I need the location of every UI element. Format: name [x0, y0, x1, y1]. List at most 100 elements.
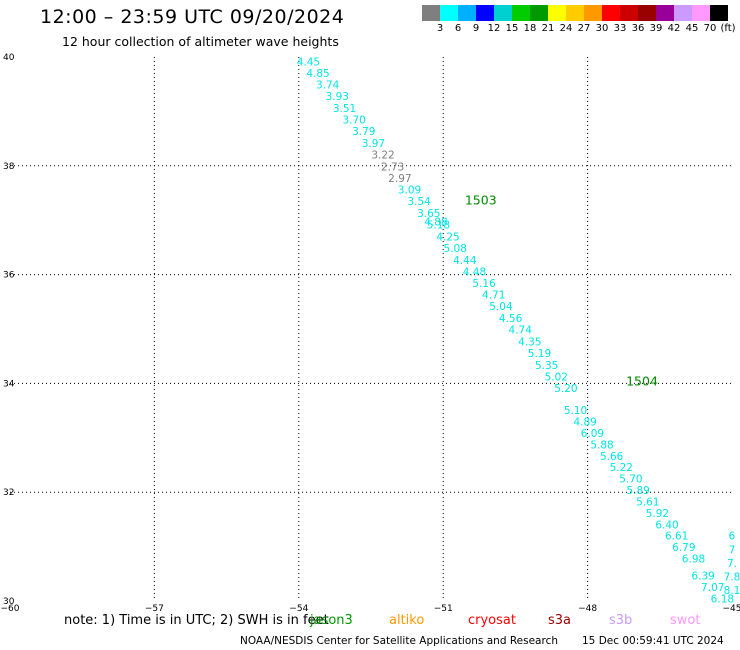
wave-height-label: 5.04: [489, 301, 513, 313]
wave-height-label: 6.79: [672, 542, 695, 554]
color-swatch: [548, 5, 566, 21]
wave-height-label: 6.40: [655, 519, 678, 531]
wave-height-label: 6.39: [691, 570, 714, 582]
color-swatch: [584, 5, 602, 21]
wave-height-label: 4.74: [509, 325, 533, 337]
wave-height-label: 5.66: [600, 451, 624, 463]
color-scale-tick: 18: [523, 23, 537, 34]
wave-height-label: 5.89: [626, 485, 649, 497]
wave-height-label: 6.18: [711, 593, 734, 605]
wave-height-label: 7.8: [724, 572, 740, 584]
wave-height-label: 6.98: [682, 554, 705, 566]
color-swatch: [692, 5, 710, 21]
time-label: 1504: [626, 374, 658, 389]
time-label: 1503: [465, 193, 497, 208]
color-scale-tick: 30: [595, 23, 609, 34]
wave-height-label: 5.20: [554, 383, 577, 395]
wave-height-label: 3.74: [316, 80, 340, 92]
wave-height-label: 2.73: [381, 161, 404, 173]
wave-height-label: 4.56: [499, 313, 523, 325]
wave-height-label: 5.88: [590, 439, 613, 451]
color-scale-tick: 15: [505, 23, 519, 34]
wave-height-label: 3.70: [342, 115, 365, 127]
footer-credit: NOAA/NESDIS Center for Satellite Applica…: [240, 635, 558, 647]
wave-height-labels: 4.454.853.743.933.513.703.793.973.222.73…: [297, 56, 740, 605]
wave-height-label: 5.22: [610, 462, 633, 474]
color-scale-tick: 42: [667, 23, 681, 34]
x-tick-label: −45: [723, 604, 740, 614]
wave-height-label: 3.79: [352, 126, 375, 138]
wave-height-label: 4.71: [482, 290, 505, 302]
color-swatch: [638, 5, 656, 21]
wave-height-label: 4.45: [297, 56, 320, 68]
color-scale-tick: 27: [577, 23, 591, 34]
wave-height-label: 3.65: [417, 208, 440, 220]
wave-height-label: 7.: [727, 558, 737, 570]
color-swatch: [620, 5, 638, 21]
wave-height-label: 5.08: [444, 243, 467, 255]
wave-height-label: 5.02: [545, 371, 568, 383]
wave-height-label: 5.16: [472, 278, 496, 290]
color-swatch: [512, 5, 530, 21]
x-tick-label: −48: [578, 604, 597, 614]
color-swatch: [440, 5, 458, 21]
wave-height-label: 4.89: [573, 416, 596, 428]
y-tick-label: 34: [3, 379, 15, 389]
x-tick-label: −54: [289, 604, 308, 614]
color-swatch: [530, 5, 548, 21]
color-swatch: [674, 5, 692, 21]
x-tick-label: −57: [145, 604, 164, 614]
y-tick-label: 30: [3, 597, 15, 607]
color-swatch: [476, 5, 494, 21]
color-scale-tick: 6: [454, 23, 462, 34]
y-tick-label: 36: [3, 271, 15, 281]
axis-ticks: −60 −57 −54 −51 −48 −45 30 32 34 36 38 40: [1, 53, 740, 614]
wave-height-label: 3.93: [326, 91, 349, 103]
y-tick-label: 40: [3, 53, 15, 63]
color-scale-tick: 3: [436, 23, 444, 34]
color-scale-tick: 45: [685, 23, 699, 34]
wave-height-label: 8.1: [724, 585, 740, 597]
time-labels: 1503150415051506: [465, 193, 658, 389]
legend-item-s3b: s3b: [609, 613, 633, 628]
color-scale-tick: 21: [541, 23, 555, 34]
wave-height-label: 5.61: [636, 496, 659, 508]
wave-height-label: 5.70: [619, 474, 642, 486]
wave-height-label: 6.09: [581, 428, 604, 440]
units-note: note: 1) Time is in UTC; 2) SWH is in fe…: [64, 613, 329, 628]
x-tick-label: −51: [434, 604, 453, 614]
wave-height-label: 5.10: [564, 405, 587, 417]
wave-height-label: 7.07: [701, 582, 724, 594]
color-scale-tick: 70: [703, 23, 717, 34]
legend-item-swot: swot: [670, 613, 701, 628]
color-swatch: [458, 5, 476, 21]
page-title: 12:00 – 23:59 UTC 09/20/2024: [40, 6, 345, 28]
x-tick-label: −60: [1, 604, 20, 614]
grid-layer: [10, 57, 732, 601]
wave-height-label: 5.35: [535, 360, 558, 372]
wave-height-label: 4.48: [463, 266, 486, 278]
color-scale-tick: 12: [487, 23, 501, 34]
color-scale-tick: 9: [472, 23, 480, 34]
wave-height-label: 4.88: [424, 216, 447, 228]
page-subtitle: 12 hour collection of altimeter wave hei…: [62, 34, 339, 49]
wave-height-label: 6.61: [665, 531, 688, 543]
color-swatch: [656, 5, 674, 21]
color-swatch: [422, 5, 440, 21]
wave-height-label: 3.97: [362, 138, 385, 150]
color-swatch: [566, 5, 584, 21]
wave-height-label: 3.22: [371, 149, 394, 161]
color-scale-tick: 39: [649, 23, 663, 34]
color-swatch: [494, 5, 512, 21]
color-scale-tick: 33: [613, 23, 627, 34]
wave-height-label: 5.19: [528, 348, 551, 360]
wave-height-label: 3.09: [398, 185, 421, 197]
color-scale-tick: 36: [631, 23, 645, 34]
y-tick-label: 32: [3, 488, 14, 498]
legend-item-s3a: s3a: [548, 613, 572, 628]
wave-height-label: 5.18: [427, 220, 450, 232]
wave-height-label: 2.97: [388, 173, 411, 185]
color-swatch: [710, 5, 728, 21]
wave-height-label: 3.54: [407, 196, 431, 208]
